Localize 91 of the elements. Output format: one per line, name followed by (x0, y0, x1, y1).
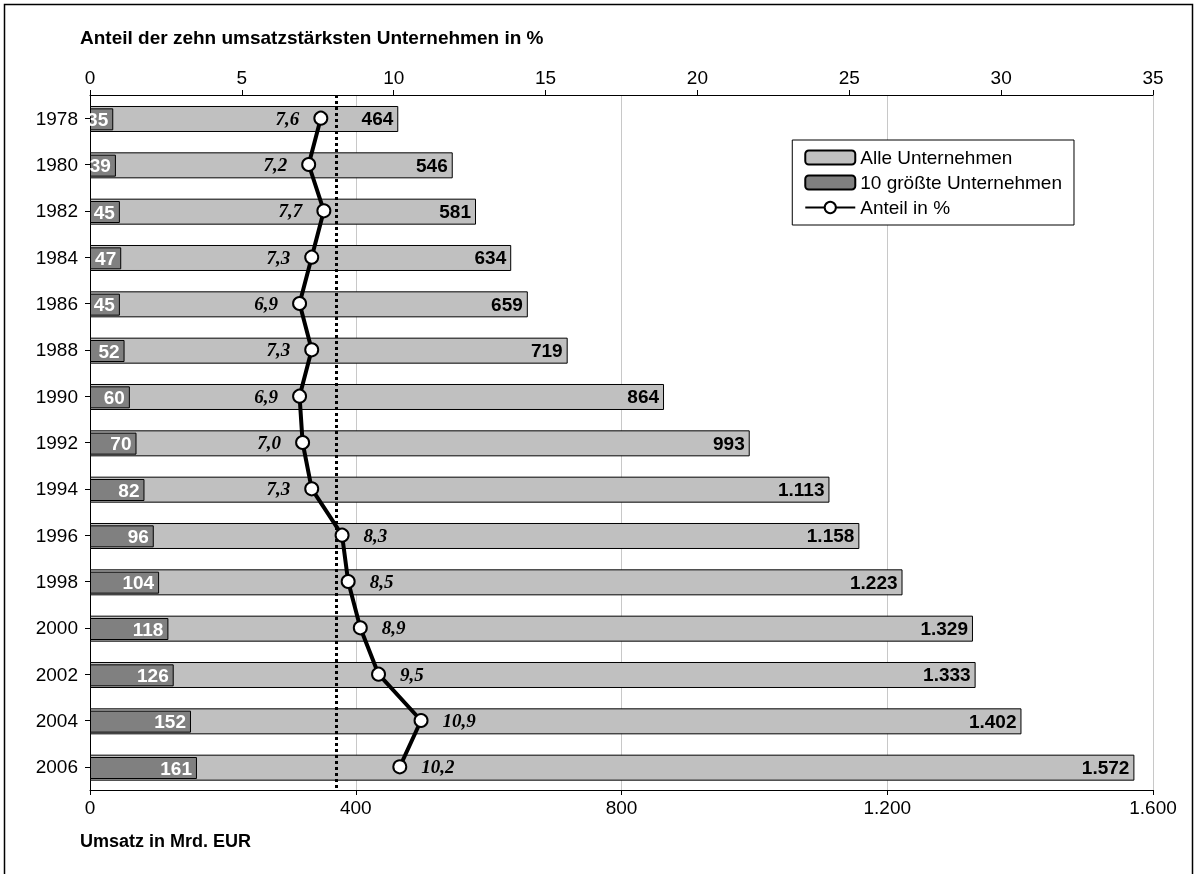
legend-label: 10 größte Unternehmen (860, 172, 1063, 193)
y-tick-label: 2000 (35, 617, 78, 639)
data-label: 118 (132, 618, 164, 640)
data-label: 161 (160, 757, 193, 779)
y-tick-label: 2006 (35, 756, 78, 778)
data-label: 7,3 (266, 478, 291, 500)
point (295, 435, 311, 450)
data-label: 1.402 (968, 710, 1017, 732)
y-tick-label: 1982 (35, 200, 78, 222)
x2-tick-label: 30 (990, 67, 1012, 88)
point (292, 296, 308, 311)
data-label: 1.333 (923, 664, 971, 686)
y-tick-label: 1992 (35, 432, 78, 453)
data-label: 1.113 (777, 479, 825, 501)
point (334, 527, 350, 543)
data-label: 659 (491, 293, 523, 315)
y-tick-label: 1986 (35, 293, 78, 314)
data-label: 52 (98, 340, 120, 362)
y-tick-label: 2002 (35, 663, 78, 685)
x-tick-label: 1.600 (1129, 797, 1177, 818)
legend-label: Anteil in % (860, 197, 951, 218)
y-tick-label: 1978 (35, 107, 78, 129)
data-label: 45 (93, 294, 116, 316)
point (304, 481, 320, 497)
data-label: 464 (361, 108, 394, 130)
x2-tick-label: 0 (84, 67, 96, 88)
x2-tick-label: 10 (383, 67, 405, 88)
data-label: 96 (127, 525, 149, 547)
data-label: 864 (627, 386, 660, 408)
data-label: 8,9 (381, 617, 407, 639)
data-label: 1.223 (849, 571, 898, 593)
point (352, 620, 368, 636)
x2-tick-label: 20 (686, 67, 708, 88)
point (301, 157, 317, 172)
data-label: 152 (154, 711, 186, 733)
data-label: 634 (474, 247, 507, 269)
point (304, 342, 320, 358)
data-label: 581 (439, 201, 472, 223)
data-label: 993 (713, 432, 745, 454)
data-label: 104 (122, 572, 155, 594)
data-label: 8,5 (369, 571, 394, 592)
data-label: 7,3 (266, 246, 291, 268)
data-label: 70 (110, 433, 132, 455)
y-tick-label: 1988 (35, 339, 78, 361)
data-label: 126 (137, 664, 169, 686)
data-label: 10,2 (421, 756, 456, 778)
x2-tick-label: 35 (1142, 67, 1164, 88)
data-label: 7,3 (266, 339, 291, 361)
y-tick-label: 1984 (35, 246, 79, 268)
point (413, 713, 429, 728)
point (316, 203, 332, 219)
y-tick-label: 2004 (35, 710, 79, 731)
point (392, 759, 408, 775)
x-tick-label: 800 (605, 797, 638, 818)
y-tick-label: 1996 (35, 524, 78, 546)
data-label: 6,9 (254, 293, 279, 314)
data-label: 82 (118, 479, 140, 501)
data-label: 7,0 (257, 432, 282, 453)
point (304, 249, 320, 265)
data-label: 60 (103, 386, 125, 408)
point (371, 666, 387, 682)
data-label: 546 (416, 154, 448, 176)
y-tick-label: 1980 (35, 154, 78, 175)
data-label: 719 (530, 340, 563, 362)
x2-tick-label: 5 (236, 67, 248, 88)
data-label: 7,2 (263, 154, 288, 175)
x2-tick-label: 15 (535, 67, 557, 88)
point (292, 388, 308, 404)
data-label: 1.329 (920, 618, 968, 640)
data-label: 1.572 (1081, 757, 1130, 779)
data-label: 7,7 (278, 200, 304, 222)
x-tick-label: 1.200 (863, 797, 912, 818)
x-tick-label: 0 (84, 797, 96, 818)
data-label: 8,3 (363, 524, 388, 546)
y-tick-label: 1994 (35, 478, 79, 500)
x-tick-label: 400 (339, 797, 372, 818)
y-tick-label: 1998 (35, 571, 78, 592)
legend-label: Alle Unternehmen (860, 147, 1013, 168)
x-axis-title: Umsatz in Mrd. EUR (80, 831, 252, 851)
point (313, 110, 329, 126)
data-label: 47 (95, 247, 117, 269)
y-tick-label: 1990 (35, 385, 78, 407)
data-label: 7,6 (275, 107, 300, 129)
x2-axis-title: Anteil der zehn umsatzstärksten Unternehmen in % (80, 27, 544, 48)
data-label: 6,9 (254, 385, 279, 407)
data-label: 1.158 (806, 525, 855, 547)
data-label: 45 (93, 201, 116, 223)
point (340, 574, 356, 589)
data-label: 10,9 (442, 710, 477, 731)
data-label: 9,5 (400, 663, 425, 685)
x2-tick-label: 25 (838, 67, 860, 88)
